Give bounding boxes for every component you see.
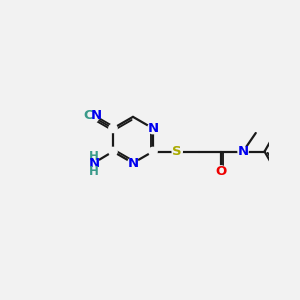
Text: N: N <box>89 157 100 170</box>
Circle shape <box>148 123 158 134</box>
Circle shape <box>149 147 157 156</box>
Text: O: O <box>215 165 227 178</box>
Text: H: H <box>89 150 99 163</box>
Text: H: H <box>89 164 99 178</box>
Text: S: S <box>172 145 182 158</box>
Circle shape <box>216 166 226 176</box>
Circle shape <box>83 108 99 124</box>
Text: N: N <box>128 157 139 169</box>
Circle shape <box>172 146 182 157</box>
Circle shape <box>128 158 138 168</box>
Circle shape <box>109 124 117 133</box>
Text: N: N <box>91 109 102 122</box>
Circle shape <box>109 147 117 156</box>
Circle shape <box>85 156 99 171</box>
Text: N: N <box>147 122 158 135</box>
Text: C: C <box>83 109 92 122</box>
Circle shape <box>238 146 248 157</box>
Text: N: N <box>238 145 249 158</box>
